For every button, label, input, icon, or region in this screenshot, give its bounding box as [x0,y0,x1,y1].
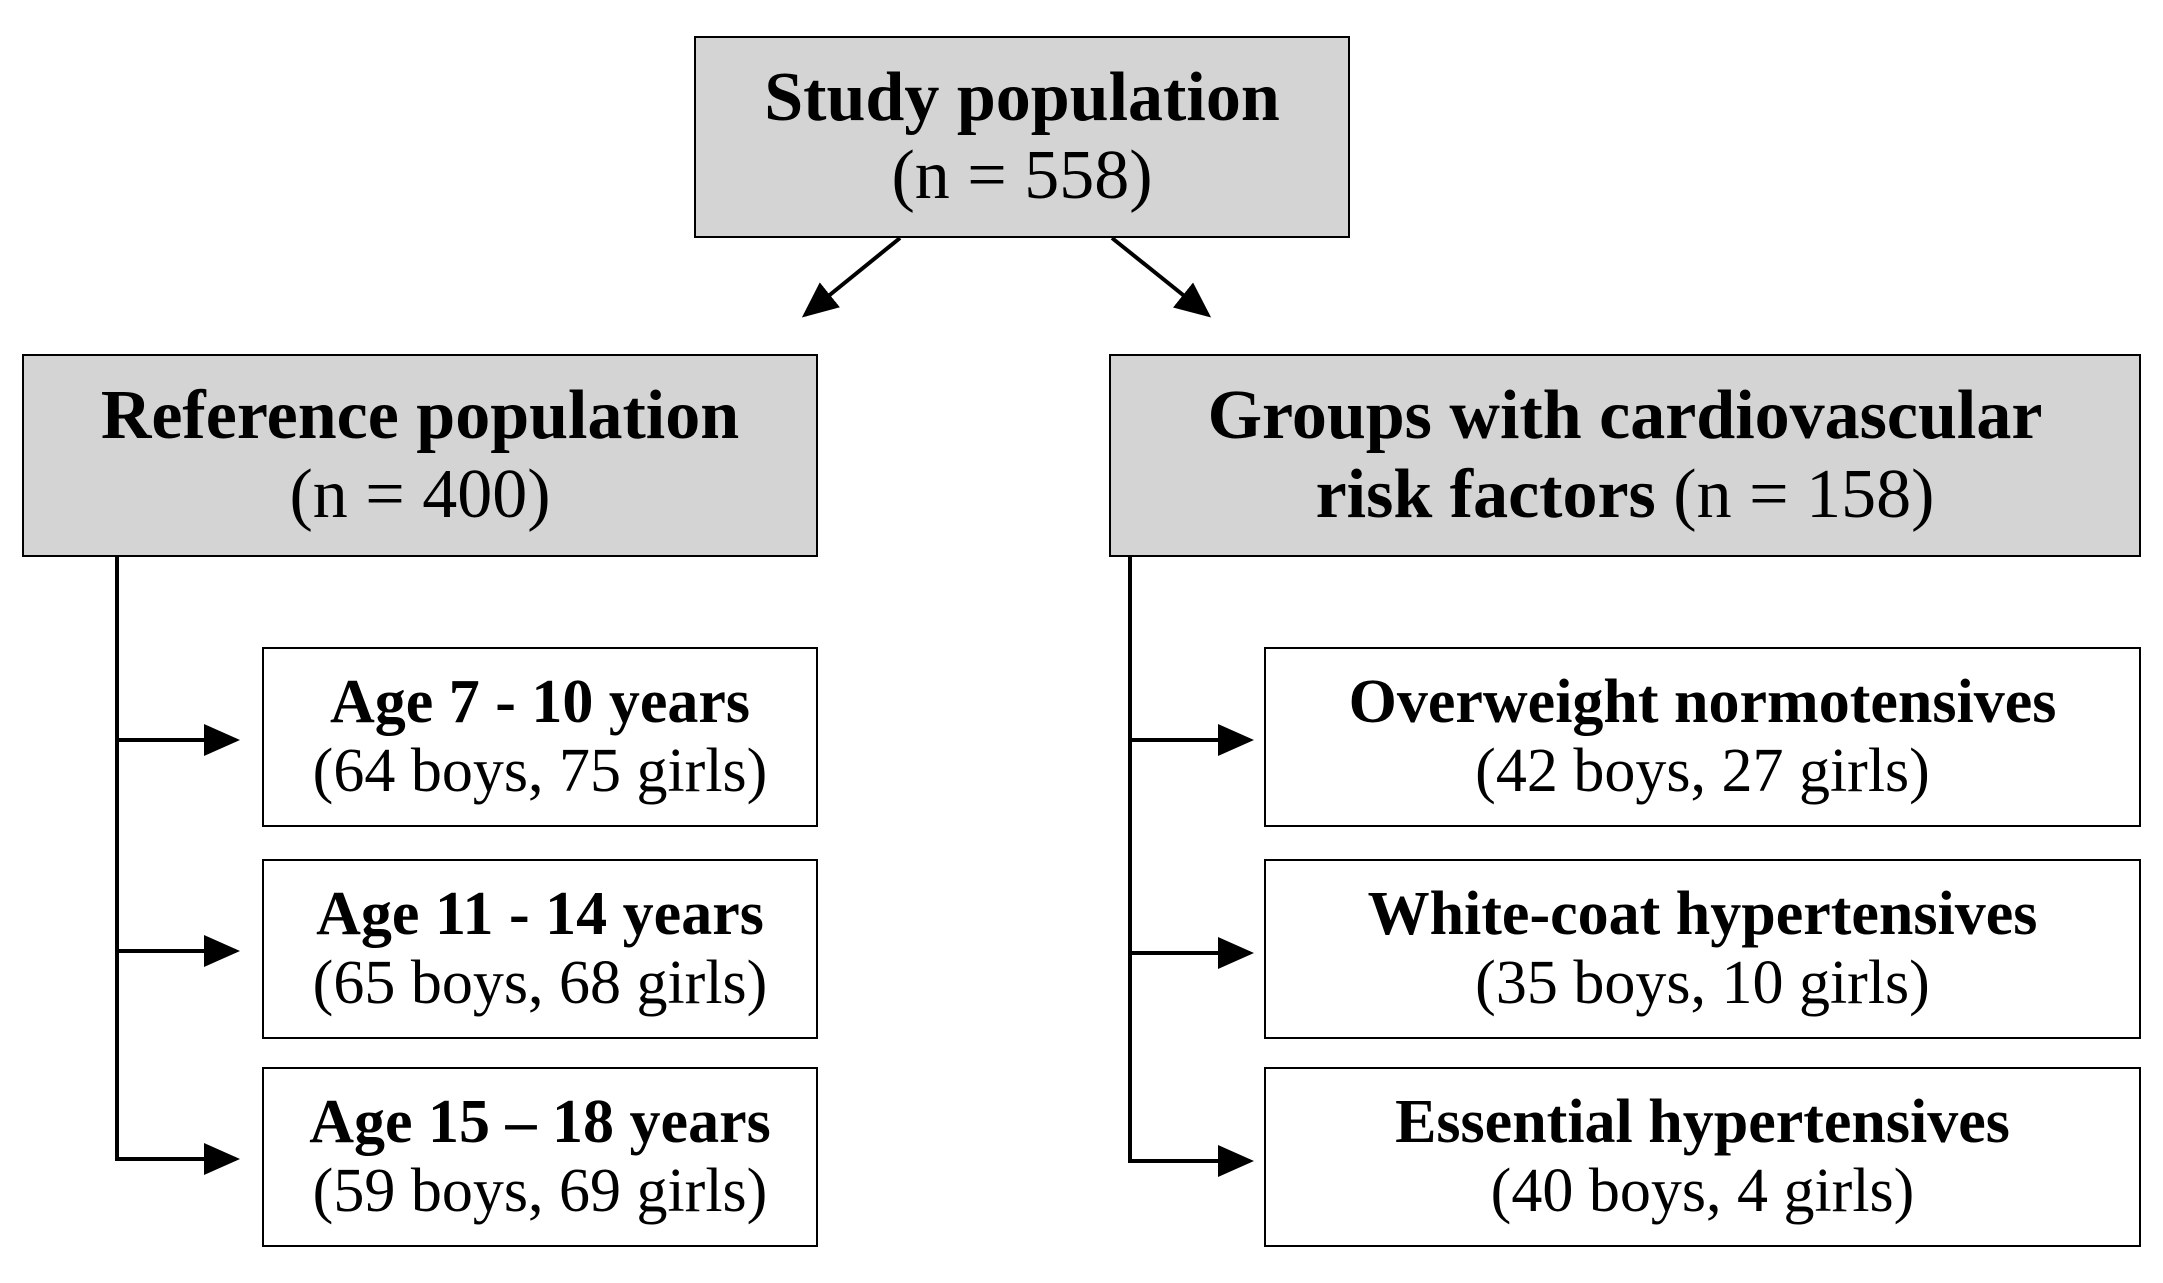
study-population-count: (n = 558) [891,137,1153,214]
risk-factor-groups-count: (n = 158) [1673,455,1935,533]
age-group-title: Age 15 – 18 years [309,1087,771,1156]
reference-population-box: Reference population (n = 400) [22,354,818,557]
age-group-box: Age 15 – 18 years (59 boys, 69 girls) [262,1067,818,1247]
risk-factor-groups-title-line2: risk factors [1315,455,1656,533]
risk-group-box: Overweight normotensives (42 boys, 27 gi… [1264,647,2141,827]
risk-group-box: White-coat hypertensives (35 boys, 10 gi… [1264,859,2141,1039]
arrow-to-reference [801,236,902,318]
risk-factor-groups-box: Groups with cardiovascular risk factors … [1109,354,2141,557]
age-group-box: Age 7 - 10 years (64 boys, 75 girls) [262,647,818,827]
risk-group-detail: (35 boys, 10 girls) [1475,949,1930,1017]
arrow-to-risk-groups [1110,236,1212,318]
risk-group-title: Overweight normotensives [1348,667,2057,736]
age-group-box: Age 11 - 14 years (65 boys, 68 girls) [262,859,818,1039]
age-group-title: Age 11 - 14 years [316,879,764,948]
risk-factor-groups-title-line1: Groups with cardiovascular [1207,377,2043,455]
risk-group-box: Essential hypertensives (40 boys, 4 girl… [1264,1067,2141,1247]
age-group-detail: (59 boys, 69 girls) [312,1157,768,1225]
age-group-detail: (64 boys, 75 girls) [312,737,768,805]
age-group-detail: (65 boys, 68 girls) [312,949,768,1017]
risk-group-detail: (40 boys, 4 girls) [1490,1157,1915,1225]
study-population-box: Study population (n = 558) [694,36,1350,238]
age-group-title: Age 7 - 10 years [329,667,751,736]
risk-group-title: Essential hypertensives [1395,1087,2010,1156]
risk-group-title: White-coat hypertensives [1367,879,2038,948]
reference-population-count: (n = 400) [289,455,551,533]
study-population-title: Study population [764,58,1280,136]
risk-group-detail: (42 boys, 27 girls) [1475,737,1930,805]
reference-population-title: Reference population [100,377,740,455]
